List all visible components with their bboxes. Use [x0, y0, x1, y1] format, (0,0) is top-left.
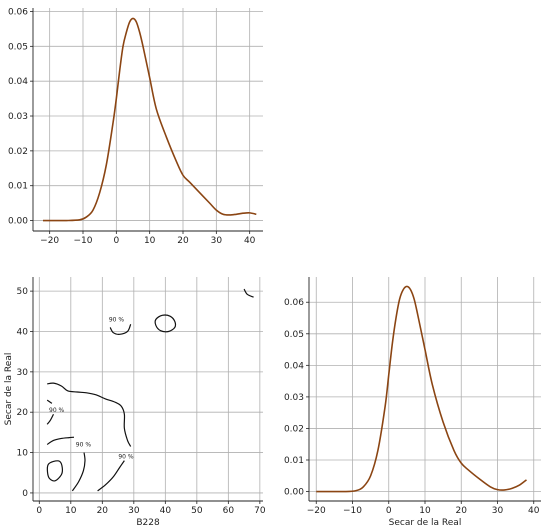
y-tick-label: 30	[17, 368, 29, 378]
x-tick-label: 40	[528, 506, 540, 516]
contour-line-1	[46, 399, 53, 404]
gridlines	[33, 8, 263, 231]
x-tick-label: 60	[223, 506, 235, 516]
kde-panel-bottom-right: −20 −10 0 10 20 30 40 0.00 0.01 0.02 0.03 0.04 0.05 0…	[284, 277, 541, 528]
y-tick-label: 40	[17, 327, 29, 337]
contour-level-label-0: 90 %	[109, 316, 125, 323]
kde-curve-0	[42, 17, 257, 222]
contour-line-9	[243, 288, 254, 298]
contour-line-0	[47, 382, 132, 447]
x-tick-label: 30	[492, 506, 504, 516]
contour-line-7	[109, 323, 132, 335]
y-tick-label: 0.00	[8, 217, 28, 227]
x-tick-label: −10	[74, 236, 93, 246]
x-tick-label: 0	[113, 236, 119, 246]
y-tick-label: 50	[17, 287, 29, 297]
gridlines	[309, 277, 541, 501]
x-tick-label: 10	[419, 506, 431, 516]
x-tick-label: 40	[244, 236, 256, 246]
y-tick-label: 0.01	[284, 456, 304, 466]
x-tick-label: 20	[177, 236, 189, 246]
y-tick-label: 0.05	[8, 42, 28, 52]
contour-panel-bottom-left: 0 10 20 30 40 50 60 70 0 10 20 30 40 50 B228 Secar de l…	[4, 277, 266, 528]
contour-level-label-3: 90 %	[118, 454, 134, 461]
x-tick-label: −10	[343, 506, 362, 516]
y-tick-label: 0.06	[8, 7, 28, 17]
contour-level-label-2: 90 %	[76, 442, 92, 449]
y-tick-label: 0.01	[8, 182, 28, 192]
y-tick-label: 0.03	[284, 393, 304, 403]
x-tick-label: 30	[128, 506, 140, 516]
y-axis-label: Secar de la Real	[4, 353, 14, 426]
x-tick-label: −20	[40, 236, 59, 246]
y-tick-label: 20	[17, 408, 29, 418]
x-tick-label: 20	[456, 506, 468, 516]
x-tick-label: 0	[36, 506, 42, 516]
contour-line-8	[154, 314, 177, 333]
x-tick-label: 10	[144, 236, 156, 246]
x-tick-label: 70	[254, 506, 266, 516]
y-tick-label: 10	[17, 449, 29, 459]
y-tick-label: 0.05	[284, 330, 304, 340]
y-tick-label: 0.00	[284, 488, 304, 498]
contour-line-5	[97, 460, 125, 492]
x-tick-label: 0	[386, 506, 392, 516]
y-tick-label: 0.02	[8, 147, 28, 157]
y-tick-label: 0.02	[284, 424, 304, 434]
y-tick-label: 0.04	[284, 361, 304, 371]
contour-level-label-1: 90 %	[49, 407, 65, 414]
y-tick-label: 0.03	[8, 112, 28, 122]
x-axis-label: B228	[136, 518, 160, 528]
contour-line-6	[46, 460, 64, 482]
gridlines	[33, 277, 263, 501]
contour-line-2	[46, 413, 55, 425]
contour-line-3	[46, 436, 75, 446]
x-tick-label: 20	[97, 506, 109, 516]
x-tick-label: 30	[211, 236, 223, 246]
contour-line-4	[71, 452, 86, 492]
kde-curve-0	[316, 285, 527, 493]
x-tick-label: 10	[65, 506, 77, 516]
x-tick-label: −20	[307, 506, 326, 516]
y-tick-label: 0.04	[8, 77, 28, 87]
y-tick-label: 0	[22, 489, 28, 499]
x-tick-label: 50	[191, 506, 203, 516]
x-axis-label: Secar de la Real	[389, 518, 462, 528]
y-tick-label: 0.06	[284, 298, 304, 308]
kde-panel-top-left: −20 −10 0 10 20 30 40 0.00 0.01 0.02 0.03 0.04 0.05 0…	[8, 7, 263, 246]
x-tick-label: 40	[160, 506, 172, 516]
